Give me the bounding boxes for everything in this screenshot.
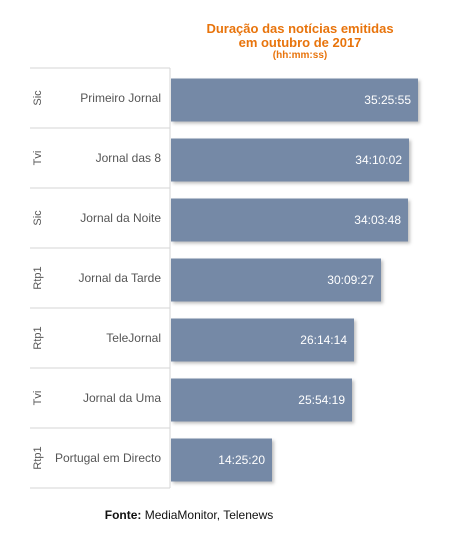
source-label: Fonte: [104,508,142,522]
category-label: Jornal da Tarde [79,271,162,285]
chart-source: Fonte: MediaMonitor, Telenews [0,508,378,522]
category-label: Primeiro Jornal [80,91,161,105]
data-label: 34:10:02 [355,153,402,167]
data-label: 34:03:48 [354,213,401,227]
group-label: Sic [32,210,44,226]
data-label: 35:25:55 [364,93,411,107]
data-label: 26:14:14 [300,333,347,347]
bar [171,138,409,182]
chart-title: Duração das notícias emitidas [206,21,394,36]
bar [171,258,381,302]
data-label: 30:09:27 [327,273,374,287]
bar-chart: Sic Primeiro Jornal 35:25:55 Tvi Jornal das … [30,67,418,489]
group-label: Rtp1 [32,446,44,469]
group-label: Tvi [32,391,44,406]
group-label: Rtp1 [32,326,44,349]
data-label: 14:25:20 [218,453,265,467]
bar [171,378,352,422]
source-text: MediaMonitor, Telenews [141,508,274,522]
bar [171,198,408,242]
chart-title-block: Duração das notícias emitidas em outubro… [170,22,430,62]
data-label: 25:54:19 [298,393,345,407]
category-label: Jornal da Uma [83,391,161,405]
chart-subtitle: (hh:mm:ss) [272,50,328,61]
group-label: Sic [32,90,44,106]
category-label: Jornal da Noite [80,211,161,225]
group-label: Rtp1 [32,266,44,289]
chart-title-line2: em outubro de 2017 [238,35,362,50]
category-label: Portugal em Directo [55,451,161,465]
bar [171,318,354,362]
bar [171,78,418,122]
category-label: Jornal das 8 [96,151,162,165]
bar [171,438,272,482]
group-label: Tvi [32,151,44,166]
category-label: TeleJornal [106,331,161,345]
